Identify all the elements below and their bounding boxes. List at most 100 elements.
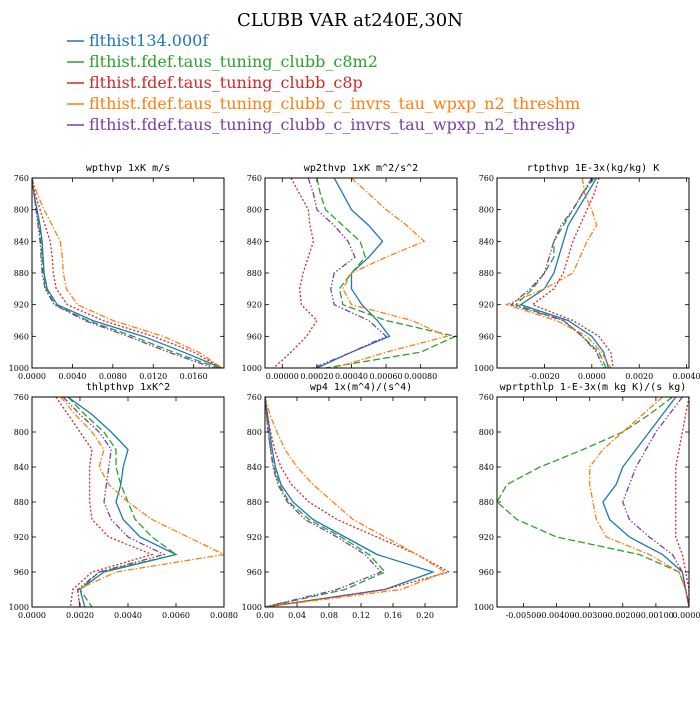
x-tick-label: 0.0000: [578, 372, 606, 381]
series-line: [32, 178, 223, 368]
y-tick-label: 840: [14, 237, 29, 246]
y-tick-label: 960: [14, 332, 29, 341]
panel-title: thlpthvp 1xK^2: [86, 382, 170, 393]
x-tick-label: 0.20: [416, 611, 434, 620]
panel-title: wp4 1x(m^4)/(s^4): [310, 382, 412, 393]
y-tick-label: 1000: [242, 364, 262, 373]
y-tick-label: 960: [247, 568, 262, 577]
y-tick-label: 760: [479, 393, 494, 402]
y-tick-label: 760: [479, 174, 494, 183]
legend-label: flthist.fdef.taus_tuning_clubb_c8p: [89, 73, 363, 92]
series-line: [519, 178, 610, 368]
y-tick-label: 920: [479, 301, 494, 310]
x-tick-label: 0.16: [384, 611, 402, 620]
series-line: [32, 178, 220, 368]
series-line: [265, 397, 436, 607]
chart-panel: wpthvp 1xK m/s76080084088092096010000.00…: [9, 163, 225, 381]
y-tick-label: 920: [247, 533, 262, 542]
y-tick-label: 960: [14, 568, 29, 577]
series-line: [62, 397, 166, 607]
y-tick-label: 1000: [9, 364, 29, 373]
x-tick-label: 0.0120: [139, 372, 167, 381]
chart-panel: wp2thvp 1xK m^2/s^2 760 800 840 880 920 960 100…: [242, 163, 458, 381]
series-line: [514, 178, 607, 368]
y-tick-label: 800: [247, 206, 262, 215]
legend-label: flthist134.000f: [89, 31, 209, 50]
x-tick-label: -0.00500: [506, 611, 542, 620]
panel-title: wp2thvp 1xK m^2/s^2: [304, 163, 418, 174]
y-tick-label: 800: [14, 206, 29, 215]
x-tick-label: 0.00060: [370, 372, 403, 381]
chart-panel: thlpthvp 1xK^276080084088092096010000.00…: [9, 382, 238, 620]
x-tick-label: 0.00080: [404, 372, 437, 381]
series-line: [265, 397, 451, 607]
plot-frame: [264, 177, 458, 369]
legend: flthist134.000f flthist.fdef.taus_tuning_…: [67, 31, 580, 134]
y-tick-label: 800: [14, 428, 29, 437]
y-tick-label: 840: [247, 463, 262, 472]
y-tick-label: 840: [247, 237, 262, 246]
y-tick-label: 800: [479, 206, 494, 215]
x-tick-label: 0.00040: [335, 372, 368, 381]
series-line: [265, 397, 383, 607]
y-tick-label: 960: [247, 332, 262, 341]
series-line: [334, 178, 449, 368]
panel-title: rtpthvp 1E-3x(kg/kg) K: [527, 163, 659, 174]
series-line: [60, 397, 224, 607]
y-tick-label: 760: [14, 174, 29, 183]
plot-frame: [496, 177, 690, 369]
y-tick-label: 840: [14, 463, 29, 472]
x-tick-label: 0.08: [320, 611, 338, 620]
series-line: [265, 397, 447, 607]
x-tick-label: 0.0040: [673, 372, 700, 381]
panel-title: wprtpthlp 1-E-3x(m kg K)/(s kg): [500, 382, 687, 393]
y-tick-label: 920: [479, 533, 494, 542]
series-line: [307, 178, 388, 368]
y-tick-label: 920: [14, 301, 29, 310]
chart-panel: rtpthvp 1E-3x(kg/kg) K 760 800 840 880 920 960…: [474, 163, 700, 381]
y-tick-label: 880: [479, 269, 494, 278]
x-tick-label: 0.00000: [672, 611, 700, 620]
series-line: [55, 397, 154, 607]
y-tick-label: 1000: [242, 603, 262, 612]
y-tick-label: 880: [247, 269, 262, 278]
y-tick-label: 920: [14, 533, 29, 542]
y-tick-label: 880: [14, 498, 29, 507]
series-line: [504, 178, 612, 368]
series-line: [589, 397, 689, 607]
legend-label: flthist.fdef.taus_tuning_clubb_c8m2: [89, 52, 378, 71]
y-tick-label: 880: [479, 498, 494, 507]
y-tick-label: 760: [247, 393, 262, 402]
x-tick-label: 0.0080: [210, 611, 238, 620]
panel-title: wpthvp 1xK m/s: [86, 163, 170, 174]
y-tick-label: 840: [479, 237, 494, 246]
y-tick-label: 1000: [9, 603, 29, 612]
series-line: [32, 178, 215, 368]
series-line: [32, 178, 223, 368]
series-line: [67, 397, 178, 607]
plot-frame: [31, 177, 225, 369]
series-line: [67, 397, 178, 607]
series-line: [531, 178, 614, 368]
x-tick-label: 0.0040: [58, 372, 86, 381]
y-tick-label: 800: [247, 428, 262, 437]
x-tick-label: 0.0160: [180, 372, 208, 381]
y-tick-label: 1000: [474, 364, 494, 373]
x-tick-label: -0.00200: [605, 611, 641, 620]
x-tick-label: 0.00: [256, 611, 274, 620]
series-line: [622, 397, 689, 607]
series-line: [509, 178, 605, 368]
x-tick-label: 0.0020: [66, 611, 94, 620]
y-tick-label: 960: [479, 332, 494, 341]
plot-frame: [496, 396, 690, 608]
x-tick-label: 0.04: [288, 611, 306, 620]
x-tick-label: 0.12: [352, 611, 370, 620]
y-tick-label: 760: [247, 174, 262, 183]
x-tick-label: -0.00100: [638, 611, 674, 620]
legend-label: flthist.fdef.taus_tuning_clubb_c_invrs_t…: [89, 94, 580, 113]
y-tick-label: 760: [14, 393, 29, 402]
series-line: [273, 178, 318, 368]
x-tick-label: 0.0000: [18, 611, 46, 620]
x-tick-label: -0.00300: [572, 611, 608, 620]
